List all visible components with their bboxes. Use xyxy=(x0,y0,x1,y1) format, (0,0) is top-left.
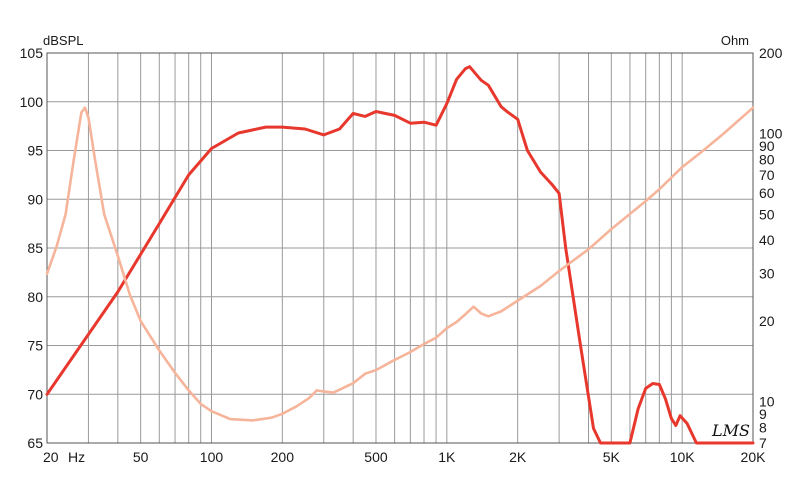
x-tick-label: 500 xyxy=(364,449,388,465)
lms-logo: LMS xyxy=(711,421,750,440)
y-left-tick-label: 65 xyxy=(27,435,43,451)
spl-series-line xyxy=(45,65,755,445)
plot-border xyxy=(46,52,754,444)
x-unit-label: Hz xyxy=(68,449,85,465)
series-layer xyxy=(45,65,755,445)
y-right-tick-label: 7 xyxy=(759,435,767,451)
y-right-tick-label: 10 xyxy=(759,394,775,410)
y-left-tick-label: 95 xyxy=(27,143,43,159)
x-tick-label: 20 xyxy=(43,449,59,465)
y-left-tick-label: 75 xyxy=(27,338,43,354)
y-left-tick-label: 105 xyxy=(20,45,44,61)
x-tick-label: 200 xyxy=(271,449,295,465)
tick-labels: 6570758085909510010578910203040506070809… xyxy=(20,45,783,465)
y-right-tick-label: 200 xyxy=(759,45,783,61)
y-right-tick-label: 80 xyxy=(759,152,775,168)
x-tick-label: 5K xyxy=(603,449,621,465)
y-right-tick-label: 8 xyxy=(759,419,767,435)
right-axis-label: Ohm xyxy=(721,33,749,48)
y-right-tick-label: 60 xyxy=(759,185,775,201)
y-right-tick-label: 90 xyxy=(759,138,775,154)
y-left-tick-label: 85 xyxy=(27,240,43,256)
y-left-tick-label: 80 xyxy=(27,289,43,305)
x-tick-label: 1K xyxy=(438,449,456,465)
y-right-tick-label: 100 xyxy=(759,126,783,142)
y-right-tick-label: 70 xyxy=(759,167,775,183)
x-tick-label: 20K xyxy=(741,449,767,465)
x-tick-label: 2K xyxy=(509,449,527,465)
x-tick-label: 50 xyxy=(133,449,149,465)
x-tick-label: 10K xyxy=(670,449,696,465)
x-tick-label: 100 xyxy=(200,449,224,465)
y-right-tick-label: 40 xyxy=(759,232,775,248)
y-right-tick-label: 20 xyxy=(759,313,775,329)
y-right-tick-label: 50 xyxy=(759,206,775,222)
y-left-tick-label: 90 xyxy=(27,191,43,207)
y-left-tick-label: 70 xyxy=(27,386,43,402)
y-left-tick-label: 100 xyxy=(20,94,44,110)
y-right-tick-label: 9 xyxy=(759,406,767,422)
grid-lines xyxy=(46,52,754,444)
left-axis-label: dBSPL xyxy=(43,33,83,48)
impedance-series-line xyxy=(45,106,755,422)
y-right-tick-label: 30 xyxy=(759,266,775,282)
